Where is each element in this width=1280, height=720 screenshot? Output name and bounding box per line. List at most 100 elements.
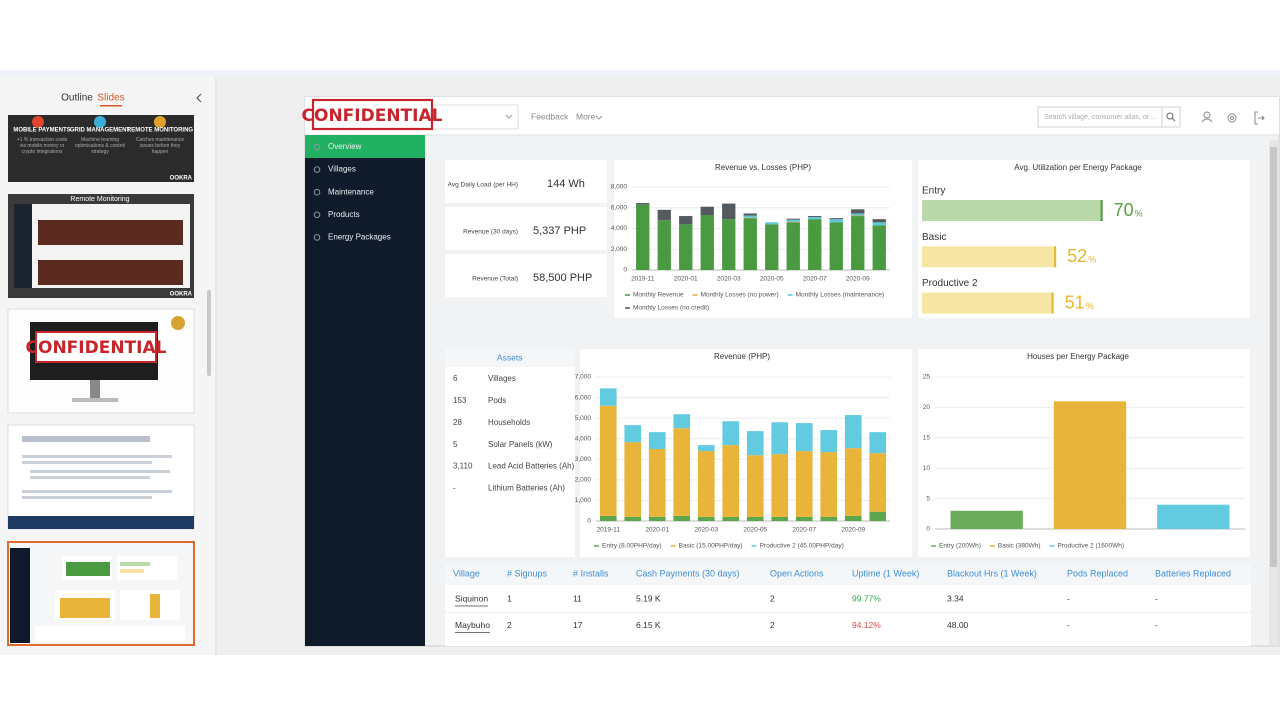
bar-segment xyxy=(722,516,740,521)
thumbnail[interactable] xyxy=(7,424,195,530)
asset-count: 5 xyxy=(453,440,458,449)
column-header: Pods Replaced xyxy=(1067,568,1128,578)
village-link[interactable]: Siquinon xyxy=(455,593,488,603)
bar-segment xyxy=(869,511,887,521)
x-tick-label: 2020-01 xyxy=(645,527,669,534)
y-tick-label: 8,000 xyxy=(611,184,628,191)
kpi-label: Revenue (Total) xyxy=(472,276,518,283)
thumb-text: +1 % transaction costs via mobile money … xyxy=(16,137,68,155)
utilization-label: Basic xyxy=(922,232,946,243)
bar-segment xyxy=(872,225,886,270)
kpi-card xyxy=(445,160,607,203)
legend-label: Basic (15.00PHP/day) xyxy=(679,543,743,550)
bar-segment xyxy=(851,209,865,214)
utilization-edge xyxy=(1054,246,1057,268)
top-blank xyxy=(0,0,1280,70)
nav-item[interactable]: Villages xyxy=(328,165,356,174)
bar-segment xyxy=(599,405,617,516)
kpi-value: 58,500 PHP xyxy=(533,272,592,284)
search-placeholder: Search village, consumer alias, or ... xyxy=(1044,114,1157,121)
y-tick-label: 20 xyxy=(923,404,931,411)
table-cell: 2 xyxy=(770,593,775,603)
table-cell: 11 xyxy=(573,593,582,603)
y-tick-label: 4,000 xyxy=(575,435,592,442)
nav-icon xyxy=(313,188,321,196)
select-box[interactable] xyxy=(429,104,519,130)
asset-label: Solar Panels (kW) xyxy=(488,440,553,449)
dashboard-sidebar xyxy=(305,135,425,646)
asset-count: 28 xyxy=(453,418,462,427)
y-tick-label: 4,000 xyxy=(611,225,628,232)
thumb-text: REMOTE MONITORING xyxy=(127,128,194,134)
thumb-stamp: CONFIDENTIAL xyxy=(26,338,167,358)
bar-segment xyxy=(808,216,822,218)
utilization-label: Entry xyxy=(922,186,945,197)
bar-segment xyxy=(786,222,800,270)
header-link[interactable]: Feedback xyxy=(531,111,569,121)
utilization-value: 52 xyxy=(1067,246,1087,266)
banner-strip xyxy=(0,70,1280,77)
tab-slides[interactable]: Slides xyxy=(97,93,124,104)
bar-segment xyxy=(869,453,887,512)
table-cell: - xyxy=(1067,620,1070,630)
thumbnail-selected[interactable] xyxy=(7,541,195,646)
bar-segment xyxy=(697,451,715,517)
chart-title: Houses per Energy Package xyxy=(1027,352,1129,361)
table-cell: 6.15 K xyxy=(636,620,661,630)
bar-segment xyxy=(636,204,650,270)
nav-item[interactable]: Maintenance xyxy=(328,187,374,196)
select-caret xyxy=(505,114,513,119)
bar-segment xyxy=(673,414,691,429)
search-icon xyxy=(1166,112,1174,120)
bar xyxy=(950,510,1023,529)
table-cell: - xyxy=(1155,620,1158,630)
nav-icon xyxy=(313,234,321,241)
bar-segment xyxy=(820,516,838,521)
village-link[interactable]: Maybuho xyxy=(455,620,490,630)
scroll-thumb[interactable] xyxy=(1270,147,1277,567)
utilization-unit: % xyxy=(1088,255,1096,265)
nav-item[interactable]: Products xyxy=(328,210,360,219)
bar-segment xyxy=(743,215,757,218)
nav-item[interactable]: Energy Packages xyxy=(328,233,391,242)
utilization-title: Avg. Utilization per Energy Package xyxy=(1014,163,1142,172)
x-tick-label: 2020-03 xyxy=(717,276,741,283)
collapse-button[interactable] xyxy=(196,93,202,103)
column-header: Blackout Hrs (1 Week) xyxy=(947,568,1037,578)
bar-segment xyxy=(786,221,800,223)
table-cell: 2 xyxy=(770,620,775,630)
kpi-value: 5,337 PHP xyxy=(533,225,586,237)
thumb-logo: OOKRA xyxy=(170,176,193,182)
bar-segment xyxy=(771,454,789,517)
column-header: Batteries Replaced xyxy=(1155,568,1231,578)
bar-segment xyxy=(795,423,813,452)
thumbnail[interactable]: MOBILE PAYMENTS GRID MANAGEMENT REMOTE M… xyxy=(8,115,194,182)
table-header xyxy=(445,563,1251,585)
nav-item[interactable]: Overview xyxy=(328,142,362,151)
search-button[interactable] xyxy=(1161,106,1181,128)
x-tick-label: 2020-07 xyxy=(803,276,827,283)
kpi-card xyxy=(445,207,607,250)
confidential-stamp: CONFIDENTIAL xyxy=(302,106,443,126)
bar-segment xyxy=(829,219,843,223)
utilization-value: 51 xyxy=(1065,292,1085,312)
header-link[interactable]: More xyxy=(576,111,596,121)
bar-segment xyxy=(746,431,764,456)
x-tick-label: 2020-09 xyxy=(841,527,865,534)
thumbnail[interactable]: Remote Monitoring OOKRA xyxy=(8,194,194,298)
asset-label: Lead Acid Batteries (Ah) xyxy=(488,462,575,471)
y-tick-label: 15 xyxy=(923,435,931,442)
table-cell: 17 xyxy=(573,620,583,630)
bar-segment xyxy=(820,452,838,517)
nav-icon xyxy=(313,166,321,173)
panel-scrollbar[interactable] xyxy=(207,290,211,376)
bar-segment xyxy=(844,448,862,516)
tab-outline[interactable]: Outline xyxy=(61,93,93,104)
header-icons[interactable] xyxy=(1201,111,1265,125)
y-tick-label: 10 xyxy=(923,465,931,472)
y-tick-label: 0 xyxy=(587,518,591,525)
bar-segment xyxy=(844,415,862,449)
tab-underline xyxy=(100,105,122,107)
thumbnail[interactable]: CONFIDENTIAL xyxy=(7,308,195,414)
